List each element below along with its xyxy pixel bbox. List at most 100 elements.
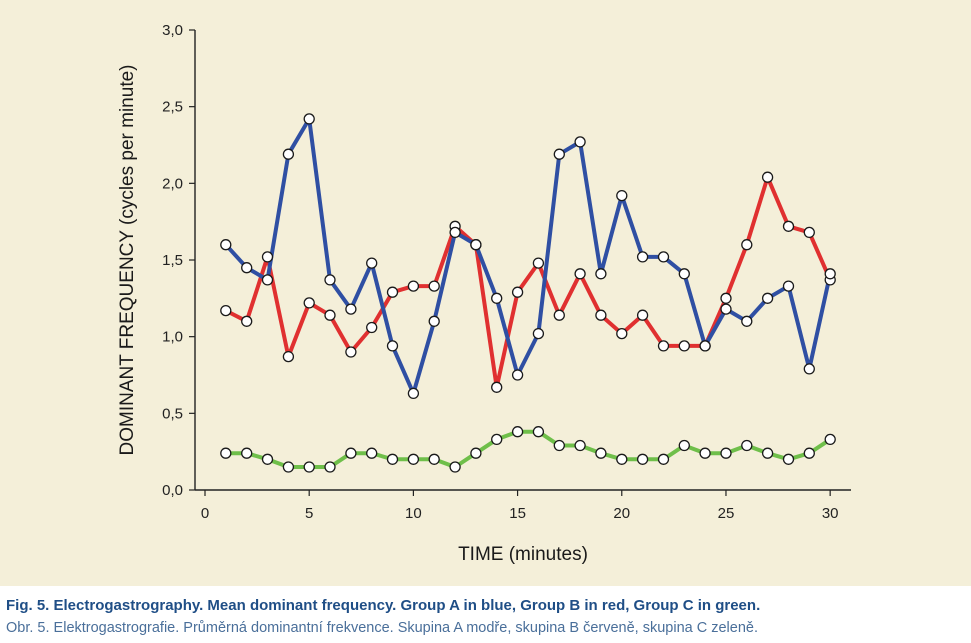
axes: 0,0 0,5 1,0 1,5 2,0 2,5 3,0 0 5 10 15 20 25 30 TIME (m… xyxy=(117,22,851,565)
data-point-series-3 xyxy=(553,439,565,452)
y-tick-label: 0,5 xyxy=(162,405,183,422)
data-point-series-2 xyxy=(241,262,253,274)
data-point-series-2 xyxy=(824,268,836,280)
data-point-series-1 xyxy=(491,381,503,393)
data-point-series-3 xyxy=(449,461,461,473)
x-tick-label: 0 xyxy=(201,505,209,522)
data-point-series-2 xyxy=(449,226,461,239)
data-point-series-3 xyxy=(720,447,732,459)
y-tick-label: 3,0 xyxy=(162,22,183,39)
data-point-series-2 xyxy=(782,280,795,292)
data-point-series-3 xyxy=(386,453,399,465)
data-point-series-2 xyxy=(657,251,670,263)
x-tick-label: 30 xyxy=(822,505,839,522)
data-point-series-3 xyxy=(491,433,503,446)
y-tick-label: 2,5 xyxy=(162,99,183,116)
data-point-series-2 xyxy=(803,363,815,375)
y-tick-label: 2,0 xyxy=(162,175,183,192)
data-point-series-2 xyxy=(366,257,378,269)
data-point-series-3 xyxy=(407,453,420,465)
data-point-series-2 xyxy=(532,327,545,340)
data-point-series-2 xyxy=(699,340,711,352)
data-point-series-2 xyxy=(470,239,482,251)
data-point-series-2 xyxy=(407,387,420,400)
data-point-series-1 xyxy=(720,292,732,304)
data-point-series-2 xyxy=(491,292,503,304)
data-point-series-2 xyxy=(720,303,732,315)
data-point-series-1 xyxy=(761,171,774,183)
data-point-series-3 xyxy=(303,461,315,473)
data-point-series-1 xyxy=(324,309,336,321)
data-point-series-1 xyxy=(803,226,815,239)
data-point-series-3 xyxy=(366,447,378,459)
y-tick-label: 1,5 xyxy=(162,252,183,269)
series-line-3 xyxy=(223,429,833,469)
y-tick-label: 1,0 xyxy=(162,329,183,346)
data-point-series-3 xyxy=(574,439,586,452)
data-point-series-3 xyxy=(345,447,357,459)
data-point-series-3 xyxy=(741,439,753,452)
data-point-series-2 xyxy=(345,303,357,315)
data-point-series-2 xyxy=(678,268,690,280)
x-axis-title: TIME (minutes) xyxy=(458,544,588,565)
data-point-series-3 xyxy=(595,447,607,459)
data-point-series-2 xyxy=(324,274,336,286)
data-point-series-3 xyxy=(761,447,774,459)
data-point-series-2 xyxy=(636,251,649,263)
data-point-series-1 xyxy=(657,340,670,352)
x-tick-label: 20 xyxy=(613,505,630,522)
data-point-series-3 xyxy=(699,447,711,459)
figure-caption-english: Fig. 5. Electrogastrography. Mean domina… xyxy=(6,597,761,614)
data-point-series-2 xyxy=(303,113,315,125)
data-point-series-2 xyxy=(741,315,753,327)
series-line-2 xyxy=(223,116,833,396)
x-tick-label: 10 xyxy=(405,505,422,522)
data-point-series-2 xyxy=(282,148,295,160)
data-point-series-3 xyxy=(241,447,253,459)
data-point-series-3 xyxy=(324,461,336,473)
data-point-series-2 xyxy=(386,340,399,352)
marker-layer xyxy=(220,113,836,473)
data-point-series-3 xyxy=(678,439,690,452)
x-tick-label: 25 xyxy=(718,505,735,522)
data-point-series-1 xyxy=(595,309,607,321)
data-point-series-3 xyxy=(803,447,815,459)
data-point-series-2 xyxy=(595,268,607,280)
data-point-series-3 xyxy=(428,453,440,465)
data-point-series-3 xyxy=(616,453,628,465)
data-point-series-3 xyxy=(220,447,232,459)
series-layer xyxy=(223,116,833,469)
data-point-series-3 xyxy=(636,453,649,465)
y-axis-title: DOMINANT FREQUENCY (cycles per minute) xyxy=(117,65,138,456)
data-point-series-1 xyxy=(220,304,232,317)
data-point-series-1 xyxy=(345,346,357,358)
data-point-series-1 xyxy=(261,251,274,263)
data-point-series-2 xyxy=(574,136,586,148)
y-tick-label: 0,0 xyxy=(162,482,183,499)
data-point-series-2 xyxy=(220,239,232,251)
data-point-series-1 xyxy=(741,239,753,251)
data-point-series-1 xyxy=(553,309,565,321)
data-point-series-1 xyxy=(636,309,649,321)
data-point-series-2 xyxy=(428,315,440,327)
data-point-series-1 xyxy=(366,321,378,334)
data-point-series-1 xyxy=(532,257,545,269)
data-point-series-3 xyxy=(824,433,836,446)
data-point-series-1 xyxy=(616,327,628,340)
data-point-series-2 xyxy=(261,274,274,286)
data-point-series-2 xyxy=(761,292,774,304)
data-point-series-3 xyxy=(657,453,670,465)
data-point-series-1 xyxy=(282,350,295,363)
data-point-series-1 xyxy=(386,286,399,298)
chart-canvas: 0,0 0,5 1,0 1,5 2,0 2,5 3,0 0 5 10 15 20 25 30 TIME (m… xyxy=(117,22,851,565)
data-point-series-3 xyxy=(782,453,795,465)
data-point-series-1 xyxy=(511,286,524,298)
data-point-series-3 xyxy=(470,447,482,459)
chart-panel: 0,0 0,5 1,0 1,5 2,0 2,5 3,0 0 5 10 15 20 25 30 TIME (m… xyxy=(0,0,971,586)
data-point-series-1 xyxy=(678,340,690,352)
data-point-series-2 xyxy=(511,369,524,381)
data-point-series-1 xyxy=(241,315,253,327)
data-point-series-3 xyxy=(532,426,545,438)
data-point-series-1 xyxy=(574,268,586,280)
x-tick-label: 5 xyxy=(305,505,313,522)
